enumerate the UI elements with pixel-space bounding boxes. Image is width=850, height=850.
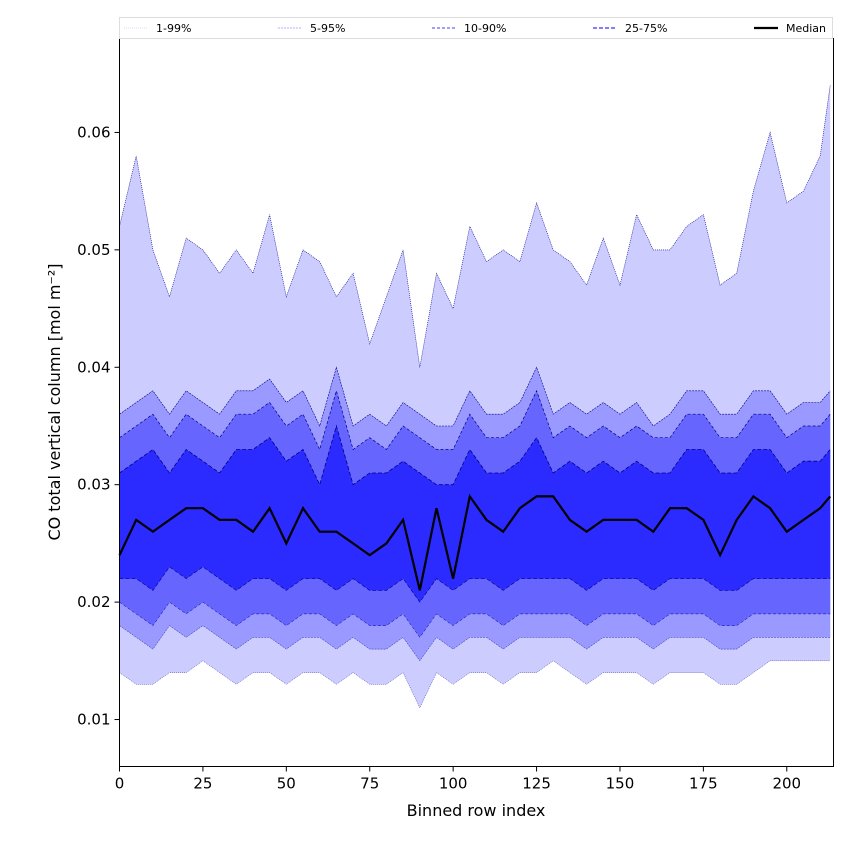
- x-tick-label: 75: [360, 775, 379, 793]
- y-axis-label: CO total vertical column [mol m⁻²]: [45, 263, 64, 540]
- series-line-p5: [119, 625, 831, 662]
- y-tick-label: 0.02: [77, 593, 110, 611]
- legend-item: 10-90%: [432, 22, 506, 35]
- series-line-p1: [119, 660, 831, 709]
- legend-label: 10-90%: [464, 22, 506, 35]
- y-axis: 0.01 0.02 0.03 0.04 0.05 0.06: [77, 123, 120, 729]
- series-line-p95: [119, 366, 831, 427]
- legend-item: 1-99%: [124, 22, 191, 35]
- x-tick-label: 50: [277, 775, 296, 793]
- series-line-p25: [119, 566, 831, 603]
- x-tick-label: 0: [115, 775, 125, 793]
- legend-label: 25-75%: [625, 22, 667, 35]
- y-tick-label: 0.03: [77, 476, 110, 494]
- x-axis-label: Binned row index: [407, 801, 546, 820]
- legend-item: 25-75%: [593, 22, 667, 35]
- x-tick-label: 175: [689, 775, 718, 793]
- x-tick-label: 150: [606, 775, 635, 793]
- legend: 1-99% 5-95% 10-90% 25-75% Median: [119, 17, 833, 39]
- series-line-p90: [119, 389, 831, 451]
- legend-item: Median: [754, 22, 826, 35]
- band-25-75: [119, 426, 831, 603]
- x-tick-label: 100: [439, 775, 468, 793]
- legend-label: 1-99%: [156, 22, 191, 35]
- series-line-p10: [119, 601, 831, 638]
- y-tick-label: 0.04: [77, 358, 110, 376]
- x-tick-label: 25: [193, 775, 212, 793]
- legend-item: 5-95%: [278, 22, 345, 35]
- x-tick-label: 200: [772, 775, 801, 793]
- legend-box: [119, 17, 833, 39]
- x-axis: 0 25 50 75 100 125 150 175 200: [115, 766, 801, 793]
- legend-label: Median: [786, 22, 826, 35]
- x-tick-label: 125: [522, 775, 551, 793]
- y-tick-label: 0.05: [77, 241, 110, 259]
- series-line-p75: [119, 424, 831, 486]
- series-line-median: [118, 493, 832, 591]
- y-tick-label: 0.01: [77, 711, 110, 729]
- y-tick-label: 0.06: [77, 123, 110, 141]
- lines-layer: [118, 85, 832, 709]
- bands-layer: [119, 85, 831, 708]
- legend-label: 5-95%: [310, 22, 345, 35]
- series-line-p99: [119, 85, 831, 368]
